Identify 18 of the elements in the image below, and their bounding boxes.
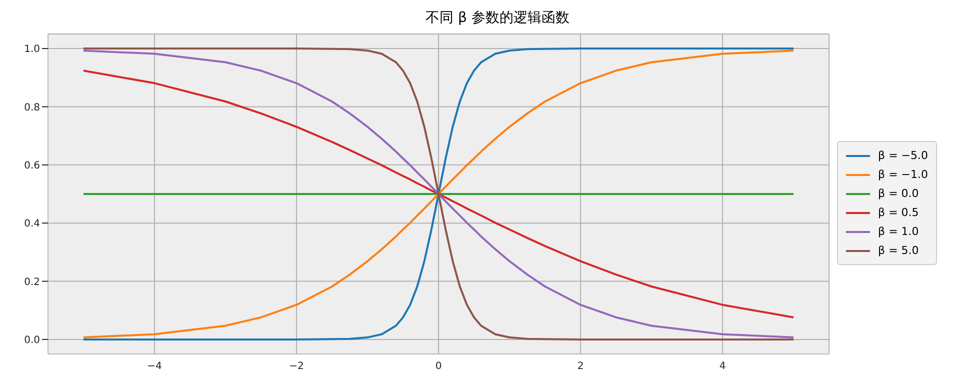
x-tick-label: 2: [577, 361, 584, 372]
x-tick-label: 4: [719, 361, 726, 372]
legend-label: β = 5.0: [878, 244, 919, 257]
legend-label: β = −1.0: [878, 168, 928, 181]
y-tick-label: 0.2: [24, 276, 40, 288]
y-tick-label: 0.8: [24, 102, 40, 114]
y-tick-label: 0.6: [24, 160, 40, 172]
legend-label: β = 0.5: [878, 206, 919, 219]
x-tick-label: −4: [147, 361, 162, 372]
y-tick-label: 0.0: [24, 335, 40, 346]
legend-label: β = 0.0: [878, 187, 919, 200]
y-tick-label: 1.0: [24, 44, 40, 56]
legend-label: β = −5.0: [878, 149, 928, 162]
chart-title: 不同 β 参数的逻辑函数: [424, 9, 570, 28]
x-tick-label: −2: [289, 361, 304, 372]
legend-label: β = 1.0: [878, 225, 919, 238]
y-tick-label: 0.4: [24, 218, 40, 230]
x-tick-label: 0: [435, 361, 442, 372]
